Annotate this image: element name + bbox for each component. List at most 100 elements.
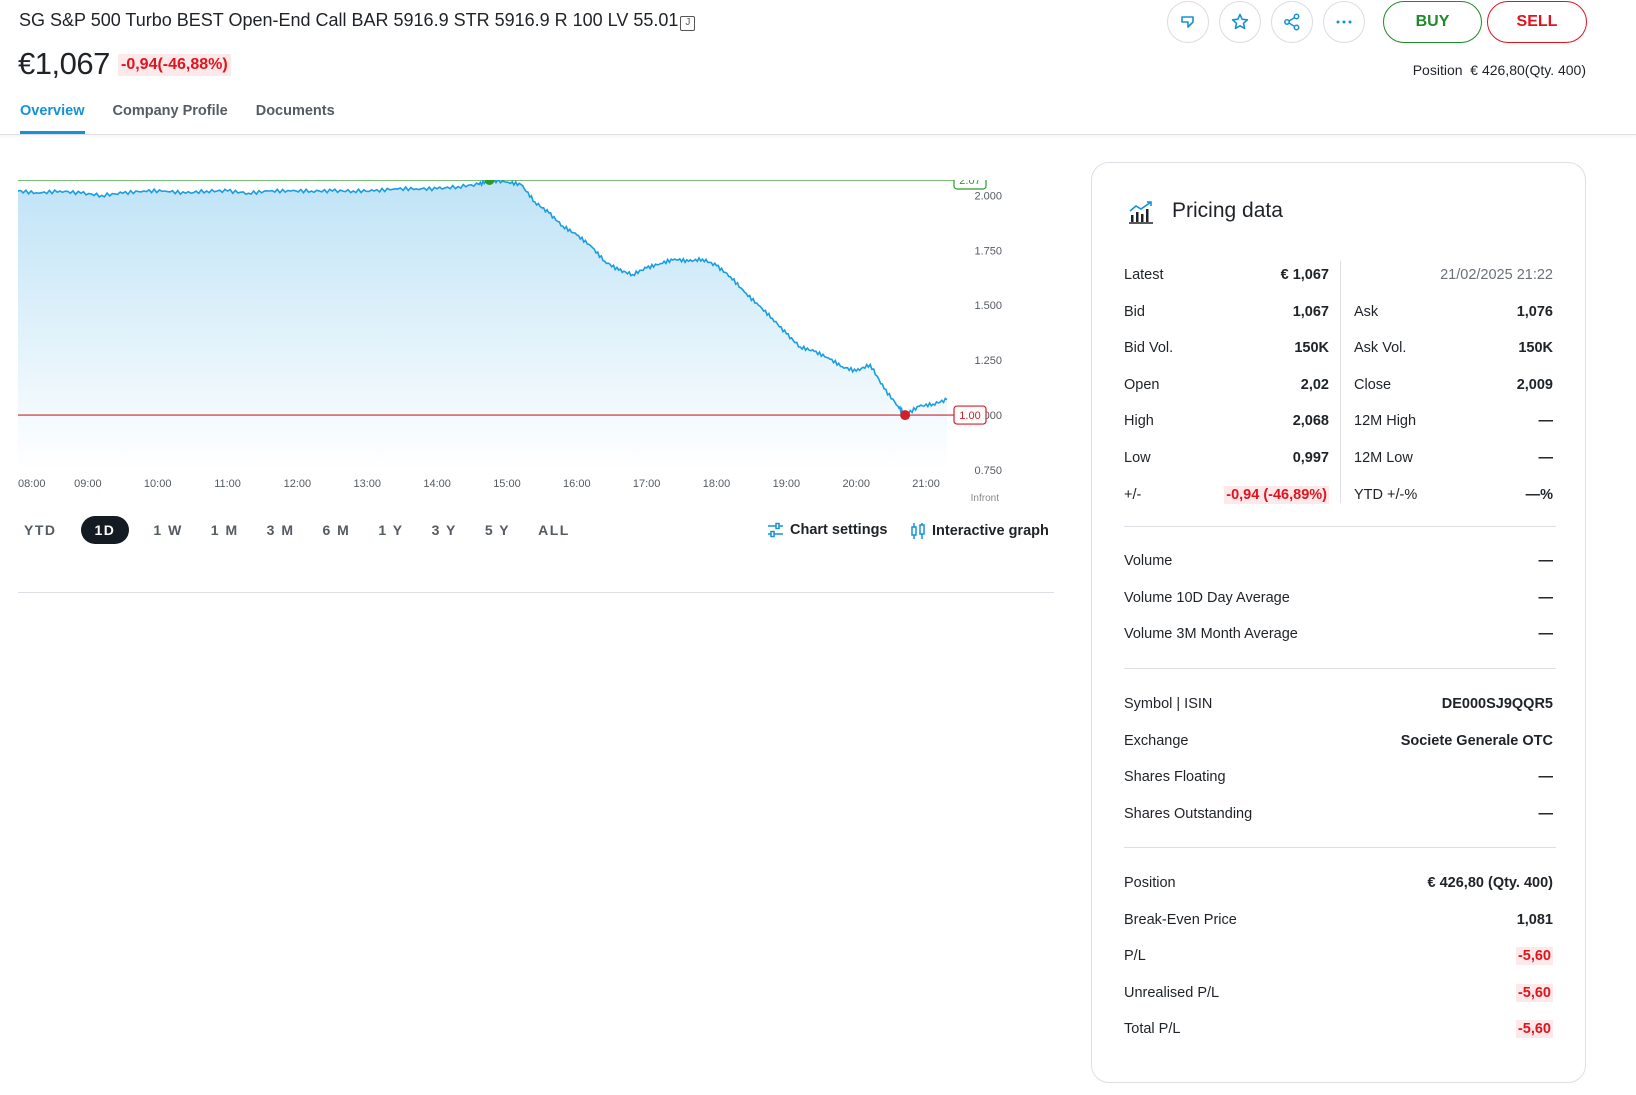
period-3y[interactable]: 3 Y — [431, 522, 457, 538]
price-chart[interactable]: 2.000 1.750 1.500 1.250 1.000 0.750 2.07 1.00 08… — [17, 170, 1058, 510]
period-1m[interactable]: 1 M — [210, 522, 239, 538]
period-ytd[interactable]: YTD — [24, 522, 57, 538]
position-break-even-price-value: 1,081 — [1516, 911, 1553, 928]
tab-bar: Overview Company Profile Documents — [20, 103, 363, 134]
pricing-volume-label: Volume — [1124, 553, 1173, 569]
section-divider — [18, 592, 1054, 593]
period-5y[interactable]: 5 Y — [484, 522, 511, 538]
x-tick-label: 09:00 — [74, 478, 102, 490]
y-tick-label: 0.750 — [974, 465, 1002, 477]
watchlist-button[interactable] — [1219, 1, 1261, 43]
more-button[interactable] — [1323, 1, 1365, 43]
position-position-value: € 426,80 (Qty. 400) — [1427, 875, 1553, 891]
price-area — [18, 179, 947, 470]
price-chart-svg: 2.0001.7501.5001.2501.0000.7502.071.0008… — [17, 170, 1002, 504]
low-marker — [900, 410, 911, 421]
position-unrealised-p-l-value: -5,60 — [1515, 983, 1553, 1002]
sliders-icon — [768, 522, 783, 538]
low-value-badge: 1.00 — [953, 405, 987, 425]
position-label: Position — [1412, 62, 1463, 78]
chart-bars-icon — [1129, 201, 1153, 224]
pricing-shares-floating-value: — — [1538, 769, 1554, 786]
more-icon — [1336, 20, 1352, 24]
pricing-bid-vol-label: Bid Vol. — [1124, 340, 1174, 357]
row-divider — [1124, 847, 1556, 848]
period-selector: YTD 1D 1 W 1 M 3 M 6 M 1 Y 3 Y 5 Y ALL — [20, 516, 594, 544]
tab-company-profile[interactable]: Company Profile — [112, 103, 228, 119]
svg-text:1.00: 1.00 — [959, 410, 980, 422]
price-change-badge: -0,94(-46,88%) — [118, 54, 231, 76]
chart-settings-label: Chart settings — [790, 522, 888, 538]
pricing-high-label: High — [1124, 413, 1154, 430]
pricing-bid-label: Bid — [1124, 303, 1145, 320]
position-position-label: Position — [1124, 875, 1176, 891]
pricing-12m-low-value: — — [1538, 450, 1554, 466]
pricing-shares-outstanding-label: Shares Outstanding — [1124, 805, 1253, 822]
x-tick-label: 19:00 — [773, 478, 801, 490]
copy-icon[interactable]: J — [680, 16, 696, 31]
pricing-change-value: -0,94 (-46,89%) — [1224, 485, 1329, 504]
pricing-volume-10d-day-average-label: Volume 10D Day Average — [1124, 589, 1290, 606]
pricing-open-label: Open — [1124, 376, 1160, 393]
pricing-volume-3m-month-average-label: Volume 3M Month Average — [1124, 626, 1298, 643]
instrument-header: SG S&P 500 Turbo BEST Open-End Call BAR … — [0, 0, 1636, 135]
instrument-title: SG S&P 500 Turbo BEST Open-End Call BAR … — [19, 10, 696, 31]
period-6m[interactable]: 6 M — [322, 522, 351, 538]
pricing-latest-value: € 1,067 — [1280, 267, 1329, 283]
pricing-symbol-isin-label: Symbol | ISIN — [1124, 696, 1213, 712]
tab-documents[interactable]: Documents — [255, 103, 335, 119]
price-line — [17, 177, 948, 417]
pricing-data-card: Pricing data 21/02/2025 21:22 Latest € 1,… — [1091, 162, 1586, 1083]
pricing-exchange-label: Exchange — [1124, 732, 1189, 749]
position-break-even-price-label: Break-Even Price — [1124, 911, 1237, 928]
tab-overview[interactable]: Overview — [20, 103, 85, 134]
buy-button[interactable]: BUY — [1383, 1, 1482, 43]
x-tick-label: 11:00 — [214, 478, 241, 490]
instrument-title-text: SG S&P 500 Turbo BEST Open-End Call BAR … — [19, 10, 679, 30]
share-button[interactable] — [1271, 1, 1313, 43]
pricing-volume-10d-day-average-value: — — [1538, 589, 1554, 606]
x-tick-label: 10:00 — [144, 478, 172, 490]
pricing-bid-vol-value: 150K — [1294, 340, 1329, 357]
x-tick-label: 12:00 — [284, 478, 312, 490]
pricing-change-label: +/- — [1124, 486, 1142, 503]
pricing-shares-floating-label: Shares Floating — [1124, 769, 1226, 786]
row-divider — [1124, 668, 1556, 669]
y-tick-label: 1.500 — [974, 300, 1002, 312]
data-source-label: Infront — [971, 493, 1000, 504]
pricing-ytd-label: YTD +/-% — [1354, 486, 1418, 503]
pricing-high-value: 2,068 — [1292, 413, 1329, 430]
interactive-graph-button[interactable]: Interactive graph — [910, 522, 1049, 540]
pricing-ask-vol-value: 150K — [1518, 340, 1553, 357]
sell-button[interactable]: SELL — [1487, 1, 1587, 43]
period-all[interactable]: ALL — [538, 522, 570, 538]
pricing-open-value: 2,02 — [1300, 376, 1329, 393]
candlestick-icon — [911, 523, 925, 539]
period-3m[interactable]: 3 M — [266, 522, 295, 538]
pricing-symbol-isin-value: DE000SJ9QQR5 — [1441, 696, 1553, 712]
last-price: €1,067 — [18, 46, 110, 81]
x-tick-label: 17:00 — [633, 478, 661, 490]
chart-settings-button[interactable]: Chart settings — [767, 522, 888, 538]
period-1w[interactable]: 1 W — [153, 522, 183, 538]
pricing-ask-vol-label: Ask Vol. — [1354, 340, 1407, 357]
y-tick-label: 1.250 — [974, 355, 1002, 367]
y-tick-label: 2.000 — [974, 190, 1002, 202]
x-tick-label: 15:00 — [493, 478, 521, 490]
pricing-volume-value: — — [1538, 553, 1554, 569]
pricing-12m-low-label: 12M Low — [1354, 450, 1413, 466]
tag-icon — [1181, 16, 1194, 28]
interactive-graph-label: Interactive graph — [932, 523, 1049, 539]
x-tick-label: 16:00 — [563, 478, 591, 490]
period-1d[interactable]: 1D — [80, 516, 130, 544]
pricing-low-label: Low — [1124, 450, 1151, 466]
position-unrealised-p-l-label: Unrealised P/L — [1124, 984, 1220, 1001]
pricing-ytd-value: —% — [1525, 486, 1553, 503]
position-summary: Position € 426,80(Qty. 400) — [1413, 62, 1586, 78]
x-tick-label: 14:00 — [423, 478, 451, 490]
position-p-l-value: -5,60 — [1515, 947, 1553, 966]
row-divider — [1124, 526, 1556, 527]
period-1y[interactable]: 1 Y — [378, 522, 404, 538]
tag-button[interactable] — [1167, 1, 1209, 43]
position-p-l-label: P/L — [1124, 948, 1146, 965]
